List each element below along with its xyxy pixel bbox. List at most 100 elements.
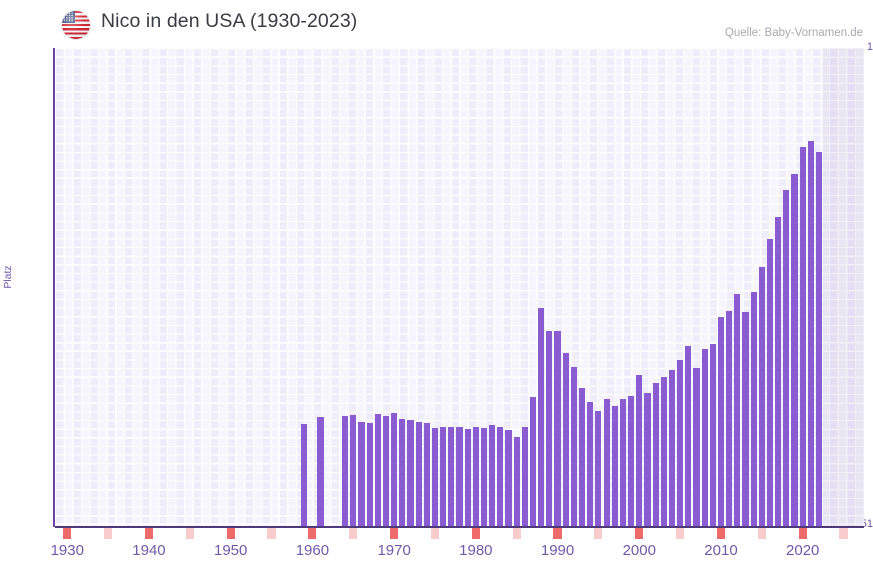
bar [489, 425, 496, 527]
flag-stars [63, 12, 74, 22]
bar [677, 359, 684, 527]
no-data-region-shade [823, 48, 864, 527]
x-axis-label: 2000 [622, 542, 656, 559]
bar [317, 417, 324, 527]
x-axis-labels: 1930 1940 1950 1960 1970 1980 1990 2000 2010 2020 [51, 542, 864, 567]
bar [366, 423, 373, 527]
flag-gloss [62, 11, 90, 39]
x-axis-tickmark-major [308, 528, 317, 539]
bar [791, 173, 798, 527]
bar [578, 388, 586, 527]
x-axis-tickmark-major [635, 528, 644, 539]
y-axis-tick-top: 1 [866, 41, 873, 53]
x-axis-tickmark-minor [512, 528, 521, 539]
bar [382, 415, 390, 527]
bar [301, 423, 308, 527]
page-title: Nico in den USA (1930-2023) [101, 10, 358, 32]
bar [497, 427, 504, 527]
x-axis-tickmark-major [471, 528, 480, 539]
source-attribution: Quelle: Baby-Vornamen.de [724, 27, 863, 39]
bar [505, 429, 512, 527]
x-axis-line [55, 526, 864, 528]
bar [358, 421, 365, 527]
bar [660, 377, 667, 527]
x-axis-tickmark-major [553, 528, 562, 539]
bar [717, 317, 725, 527]
x-axis-label: 2020 [786, 542, 820, 559]
x-axis-tickmark-minor [267, 528, 276, 539]
bar [815, 151, 823, 527]
x-axis-label: 1990 [540, 542, 575, 559]
x-axis-tickmark-major [144, 528, 154, 539]
x-axis-label: 2010 [704, 542, 738, 559]
x-axis-tickmark-minor [594, 528, 603, 539]
bar [726, 310, 733, 527]
bar [554, 331, 561, 527]
bar [758, 266, 765, 527]
flag-canton [62, 11, 75, 23]
plot-area [55, 48, 864, 527]
bar [742, 312, 749, 527]
x-axis-tickmark-minor [430, 528, 440, 539]
us-flag-icon [62, 11, 90, 39]
bar [529, 396, 537, 527]
bar [628, 396, 635, 527]
bar [750, 292, 757, 527]
x-axis-tickmark-major [226, 528, 235, 539]
x-axis-label: 1940 [132, 542, 166, 559]
bar [636, 374, 643, 527]
bar-series [55, 48, 864, 527]
bar [350, 414, 357, 527]
bar [799, 147, 806, 527]
bar [546, 330, 553, 527]
bar [668, 370, 676, 527]
bar [644, 393, 651, 527]
bar [538, 308, 545, 527]
x-axis-tickmark-minor [757, 528, 766, 539]
x-axis-tickmark-major [63, 528, 72, 539]
bar [431, 428, 439, 527]
bar [701, 349, 708, 527]
bar [440, 426, 447, 527]
bar [407, 420, 414, 527]
x-axis-label: 1970 [377, 542, 411, 559]
bar [472, 427, 479, 527]
bar [587, 401, 594, 527]
bar [391, 413, 398, 527]
bar [374, 414, 381, 527]
bar [480, 427, 488, 527]
bar [685, 346, 692, 527]
x-axis-label: 1980 [459, 542, 493, 559]
bar [448, 427, 455, 527]
y-axis-line [53, 48, 55, 527]
x-axis-label: 1950 [214, 542, 248, 559]
bar [513, 436, 520, 527]
y-axis-title: Platz [2, 265, 14, 289]
bar [619, 399, 626, 527]
bar [611, 405, 618, 527]
chart-header: Nico in den USA (1930-2023) Quelle: Baby… [0, 0, 873, 48]
bar [562, 352, 569, 527]
bar [456, 427, 463, 527]
bar [342, 415, 349, 527]
x-axis-tickmark-minor [185, 528, 194, 539]
bar [521, 426, 528, 527]
bar [693, 368, 700, 527]
bar [652, 382, 659, 527]
x-axis-label: 1960 [295, 542, 330, 559]
bar [734, 294, 741, 527]
x-axis-tickmark-major [390, 528, 399, 539]
x-axis-tickmarks [55, 528, 864, 540]
bar [783, 190, 790, 527]
bar [570, 367, 577, 527]
bar [775, 216, 782, 527]
x-axis-tickmark-minor [676, 528, 685, 539]
bar [423, 422, 430, 527]
bar [766, 238, 774, 527]
x-axis-tickmark-minor [349, 528, 358, 539]
bar [807, 141, 814, 527]
bar [709, 343, 716, 527]
bar [464, 428, 471, 527]
bar [415, 422, 422, 527]
